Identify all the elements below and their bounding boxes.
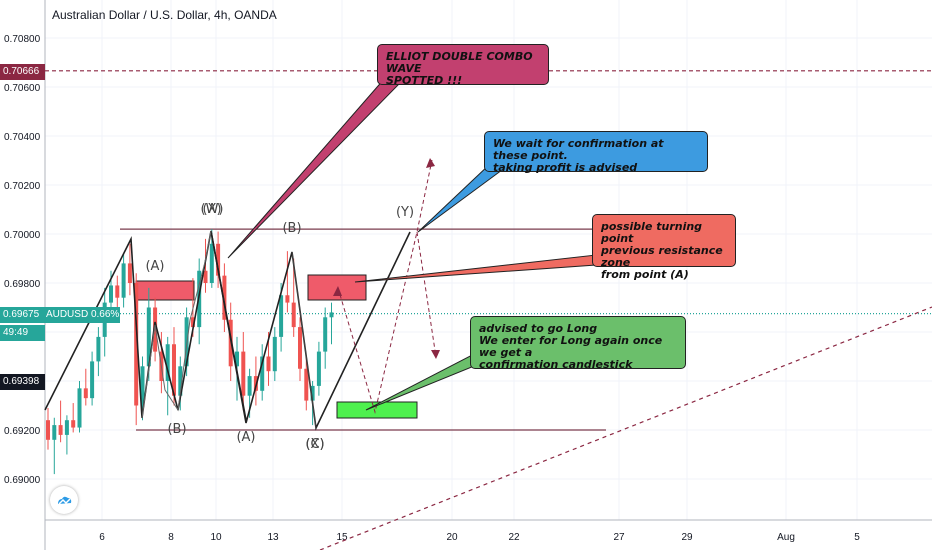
candle-body (272, 336, 277, 372)
cloud-icon (58, 496, 72, 505)
time-tick-label: 20 (446, 532, 458, 543)
price-tick-label: 0.69800 (4, 279, 41, 290)
price-tick-label: 0.70200 (4, 181, 41, 192)
time-tick-label: 10 (210, 532, 222, 543)
price-tick-label: 0.69200 (4, 426, 41, 437)
candle-body (304, 368, 309, 401)
candle-body (146, 307, 151, 367)
candle-body (96, 336, 101, 362)
candle-body (329, 312, 334, 318)
time-tick-label: 22 (508, 532, 520, 543)
candle-body (46, 420, 50, 440)
candle-countdown: 49:49 (0, 325, 45, 341)
wave-label: (X) (305, 437, 324, 452)
candle-body (58, 425, 63, 435)
price-tick-label: 0.70800 (4, 34, 41, 45)
candle-body (235, 351, 239, 367)
candle-body (140, 366, 145, 406)
candle-body (52, 425, 57, 440)
candle-body (260, 356, 265, 391)
candle-body (71, 420, 76, 428)
candle-body (165, 344, 170, 381)
trend-line-dashed (319, 306, 932, 550)
candle-body (266, 356, 271, 372)
callout-elliot-wave: ELLIOT DOUBLE COMBO WAVE SPOTTED !!! (377, 44, 549, 87)
candle-body (222, 275, 227, 320)
projection-path (416, 231, 437, 358)
wave-label: (W) (201, 202, 224, 217)
marker-price-tag: 0.70666 (0, 64, 45, 80)
wave-label: (B) (282, 221, 301, 236)
candle-body (172, 344, 176, 396)
candle-body (291, 302, 296, 328)
candle-body (134, 283, 139, 406)
candle-body (285, 295, 290, 303)
wave-label: (C) (305, 437, 324, 452)
candle-body (298, 327, 302, 369)
candle-body (279, 295, 284, 337)
candle-body (178, 366, 183, 396)
candle-body (316, 351, 321, 386)
time-tick-label: 5 (854, 532, 860, 543)
level-price-tag: 0.69398 (0, 374, 45, 390)
candle-body (203, 270, 208, 283)
arrow-head (431, 350, 440, 359)
callout-turning-point: possible turning point previous resistan… (592, 214, 736, 281)
wave-label: (B) (167, 422, 186, 437)
current-price-tag: 0.69675 AUDUSD 0.66% (0, 307, 120, 323)
candle-body (83, 388, 88, 399)
callout-confirmation: We wait for confirmation at these point.… (484, 131, 708, 174)
current-price-value: 0.69675 (3, 309, 40, 320)
candle-body (64, 420, 69, 435)
price-tick-label: 0.70000 (4, 230, 41, 241)
candle-body (115, 285, 120, 298)
candle-body (241, 351, 246, 396)
time-tick-label: 27 (613, 532, 625, 543)
candle-body (310, 385, 315, 401)
candle-body (216, 243, 221, 276)
wave-segment (291, 251, 317, 429)
tradingview-logo[interactable] (50, 486, 78, 514)
price-tick-label: 0.70400 (4, 132, 41, 143)
price-tick-label: 0.69000 (4, 475, 41, 486)
symbol-change-label: AUDUSD 0.66% (45, 309, 120, 320)
arrow-head (333, 286, 342, 296)
time-tick-label: 29 (681, 532, 693, 543)
zone-resistance (307, 274, 367, 301)
chart-title: Australian Dollar / U.S. Dollar, 4h, OAN… (52, 8, 277, 22)
candle-body (77, 388, 82, 428)
candle-body (121, 263, 126, 298)
wave-label: (Y) (396, 205, 414, 220)
candle-body (323, 317, 328, 352)
candle-body (190, 317, 195, 328)
sub-wave-path (141, 230, 212, 419)
wave-label: (A) (145, 259, 164, 274)
time-tick-label: 6 (99, 532, 105, 543)
wave-label: (A) (236, 430, 255, 445)
candle-body (109, 285, 113, 303)
time-tick-label: Aug (777, 532, 795, 543)
time-tick-label: 15 (336, 532, 348, 543)
projection-path (337, 159, 433, 414)
time-tick-label: 13 (267, 532, 279, 543)
candle-body (153, 307, 158, 352)
callout-go-long: advised to go Long We enter for Long aga… (470, 316, 686, 371)
candle-body (247, 376, 252, 396)
zone-resistance (135, 280, 195, 301)
time-tick-label: 8 (168, 532, 174, 543)
arrow-head (426, 158, 435, 168)
wave-segment (210, 230, 247, 421)
wave-label: (X) (202, 202, 221, 217)
candle-body (90, 361, 95, 399)
candle-body (209, 243, 214, 283)
zone-entry (336, 401, 418, 419)
price-tick-label: 0.70600 (4, 83, 41, 94)
candle-body (127, 263, 132, 283)
